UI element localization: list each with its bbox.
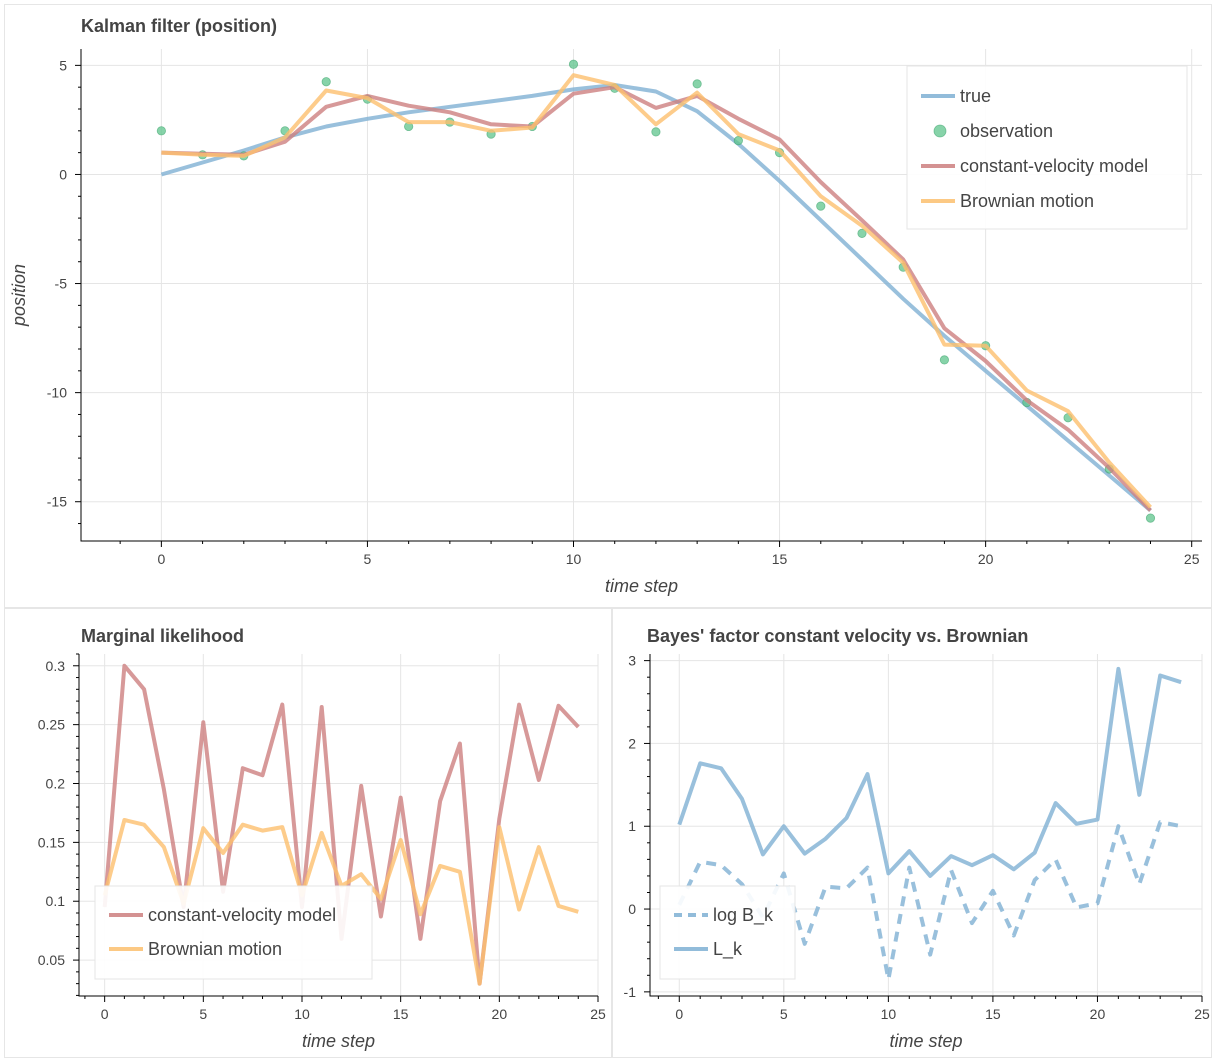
y-tick-label: 0.05 (38, 952, 65, 968)
x-tick-label: 0 (101, 1006, 109, 1022)
legend-label: Brownian motion (960, 191, 1094, 211)
y-tick-label: 0.2 (46, 776, 66, 792)
x-tick-label: 15 (772, 551, 788, 567)
observation-point (816, 201, 826, 211)
position-chart: Kalman filter (position) 0 5 10 15 20 25 5 0 -5 -1… (9, 16, 1202, 596)
observation-point (939, 355, 950, 365)
x-tick-label: 15 (393, 1006, 409, 1022)
observation-point (692, 79, 702, 89)
x-tick-label: 10 (881, 1006, 897, 1022)
y-tick-label: -5 (55, 276, 68, 292)
x-axis-label: time step (889, 1031, 962, 1051)
series-line-brownian-motion (161, 73, 1152, 509)
legend-box (94, 885, 373, 980)
legend-label: constant-velocity model (960, 156, 1148, 176)
y-tick-label: -10 (47, 385, 67, 401)
y-tick-label: 0 (628, 901, 636, 917)
x-tick-label: 5 (780, 1006, 788, 1022)
y-tick-label: 1 (628, 818, 636, 834)
series-line-log-b-k (677, 820, 1182, 982)
y-tick-label: 0.25 (38, 717, 65, 733)
series-line-l-k (677, 666, 1182, 878)
observation-point (321, 77, 331, 87)
bayes-factor-panel: Bayes' factor constant velocity vs. Brow… (612, 608, 1212, 1058)
x-tick-label: 5 (364, 551, 372, 567)
marginal-likelihood-chart: Marginal likelihood 0 5 10 15 20 25 0.3 0.25 0.2 0… (38, 626, 606, 1051)
series-line-constant-velocity-model (161, 85, 1152, 512)
y-tick-label: -1 (624, 984, 637, 1000)
y-tick-label: 2 (628, 735, 636, 751)
x-tick-label: 0 (157, 551, 165, 567)
y-axis-label: position (9, 264, 29, 327)
x-tick-label: 25 (1184, 551, 1200, 567)
observation-point (156, 126, 166, 136)
x-tick-label: 0 (675, 1006, 683, 1022)
legend-label: log B_k (713, 905, 774, 926)
legend-swatch-marker (933, 124, 947, 138)
legend-label: Brownian motion (148, 939, 282, 959)
y-tick-label: -15 (47, 494, 67, 510)
chart-title: Bayes' factor constant velocity vs. Brow… (647, 626, 1028, 646)
bayes-factor-chart: Bayes' factor constant velocity vs. Brow… (624, 626, 1210, 1051)
y-tick-label: 0.1 (46, 893, 66, 909)
x-tick-label: 15 (985, 1006, 1001, 1022)
legend-label: observation (960, 121, 1053, 141)
chart-title: Marginal likelihood (81, 626, 244, 646)
x-axis-label: time step (302, 1031, 375, 1051)
y-tick-label: 5 (59, 57, 67, 73)
legend-label: true (960, 86, 991, 106)
observation-point (733, 136, 743, 146)
series-line-true (160, 83, 1152, 513)
y-tick-label: 3 (628, 653, 636, 669)
chart-title: Kalman filter (position) (81, 16, 277, 36)
marginal-likelihood-panel: Marginal likelihood 0 5 10 15 20 25 0.3 0.25 0.2 0… (4, 608, 612, 1058)
x-tick-label: 20 (492, 1006, 508, 1022)
x-tick-label: 25 (1194, 1006, 1210, 1022)
y-tick-label: 0.3 (46, 658, 66, 674)
position-chart-panel: Kalman filter (position) 0 5 10 15 20 25 5 0 -5 -1… (4, 4, 1212, 608)
x-tick-label: 20 (1090, 1006, 1106, 1022)
observation-point (568, 59, 579, 69)
observation-point (857, 228, 867, 238)
x-tick-label: 10 (566, 551, 582, 567)
observation-point (1145, 513, 1156, 523)
y-tick-label: 0 (59, 166, 67, 182)
observation-point (651, 127, 661, 137)
x-axis-label: time step (605, 576, 678, 596)
legend-label: L_k (713, 939, 743, 960)
x-tick-label: 25 (590, 1006, 606, 1022)
x-tick-label: 10 (294, 1006, 310, 1022)
x-tick-label: 20 (978, 551, 994, 567)
legend-box (659, 885, 796, 980)
legend-label: constant-velocity model (148, 905, 336, 925)
y-tick-label: 0.15 (38, 834, 65, 850)
x-tick-label: 5 (199, 1006, 207, 1022)
